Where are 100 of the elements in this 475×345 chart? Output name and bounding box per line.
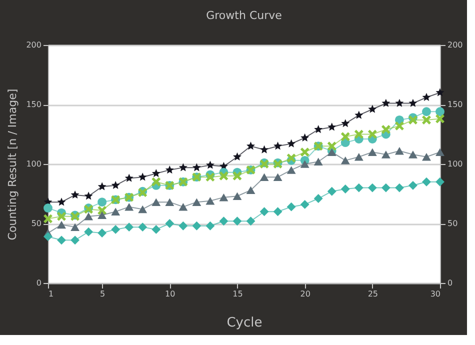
point — [98, 211, 107, 220]
point — [314, 194, 323, 203]
point — [219, 171, 228, 180]
point — [232, 171, 242, 180]
point — [422, 116, 431, 124]
point — [381, 183, 390, 192]
point — [70, 236, 80, 245]
y-tick-label: 150 — [26, 100, 42, 109]
point — [314, 125, 323, 134]
point — [98, 182, 106, 190]
point — [178, 202, 188, 211]
point — [246, 216, 256, 226]
point — [206, 221, 215, 230]
point — [165, 219, 174, 228]
y2-tick-label: 100 — [448, 160, 463, 168]
point — [232, 152, 242, 160]
point — [354, 130, 364, 139]
point — [152, 169, 160, 178]
point — [165, 198, 174, 206]
point — [98, 228, 107, 238]
point — [300, 160, 310, 168]
point — [300, 200, 310, 209]
y-tick-label: 50 — [31, 219, 42, 228]
x-tick-label: 15 — [232, 290, 243, 298]
point — [273, 173, 282, 181]
point — [273, 207, 282, 216]
point — [436, 107, 444, 116]
point — [219, 193, 228, 202]
point — [57, 212, 66, 221]
point — [354, 110, 364, 119]
point — [381, 125, 390, 134]
point — [152, 224, 161, 234]
point — [286, 166, 296, 174]
y-tick-label: 100 — [26, 160, 42, 168]
point — [408, 150, 418, 158]
point — [436, 88, 444, 96]
point — [340, 156, 350, 164]
point — [436, 114, 444, 124]
point — [206, 160, 214, 169]
point — [178, 221, 188, 230]
point — [394, 147, 404, 155]
point — [260, 207, 269, 216]
point — [124, 202, 134, 211]
point — [354, 183, 364, 192]
point — [44, 204, 52, 212]
point — [84, 227, 94, 236]
y2-tick-label: 200 — [448, 40, 463, 50]
point — [408, 180, 418, 190]
point — [44, 214, 52, 224]
point — [327, 142, 336, 151]
point — [314, 158, 323, 166]
point — [232, 216, 242, 226]
point — [138, 222, 148, 232]
point — [192, 221, 202, 230]
point — [368, 183, 377, 192]
point — [138, 205, 148, 214]
point — [422, 177, 431, 186]
point — [138, 172, 147, 181]
point — [124, 222, 134, 232]
point — [57, 220, 66, 229]
point — [111, 208, 120, 216]
x-tick-label: 1 — [48, 290, 54, 298]
point — [394, 121, 404, 130]
x-tick-label: 30 — [430, 290, 440, 298]
x-tick-label: 20 — [300, 290, 310, 298]
point — [206, 172, 215, 182]
x-axis-title: Cycle — [226, 316, 262, 330]
point — [98, 198, 107, 207]
point — [98, 206, 107, 215]
point — [300, 133, 310, 142]
point — [165, 165, 174, 174]
point — [381, 150, 390, 158]
point — [260, 145, 269, 154]
point — [368, 148, 377, 156]
point — [192, 163, 201, 172]
point — [436, 177, 444, 186]
x-tick-label: 10 — [165, 290, 176, 298]
point — [44, 232, 52, 242]
point — [260, 173, 269, 181]
point — [422, 152, 431, 161]
point — [340, 132, 350, 142]
point — [84, 212, 94, 220]
point — [246, 142, 256, 150]
chart-title: Growth Curve — [206, 9, 282, 22]
point — [394, 183, 404, 192]
point — [408, 98, 418, 107]
point — [327, 186, 336, 196]
point — [57, 236, 66, 245]
point — [206, 197, 215, 205]
point — [382, 98, 390, 107]
point — [368, 130, 377, 139]
point — [219, 216, 228, 226]
x-tick-label: 25 — [368, 290, 378, 298]
point — [395, 98, 404, 107]
point — [300, 148, 310, 157]
point — [70, 223, 80, 231]
point — [436, 148, 444, 156]
point — [408, 116, 418, 124]
point — [340, 184, 350, 194]
x-tick-label: 5 — [100, 290, 106, 298]
